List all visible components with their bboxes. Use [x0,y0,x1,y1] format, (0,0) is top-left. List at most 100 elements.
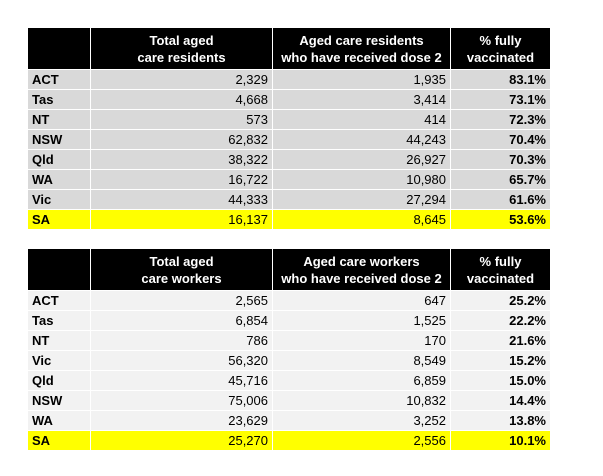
data-row: Tas 4,668 3,414 73.1% [27,89,551,110]
header-line: who have received dose 2 [281,49,442,65]
header-cell: Total aged care workers [90,248,273,291]
data-row: SA 25,270 2,556 10.1% [27,430,551,451]
cell: 3,414 [272,89,451,110]
cell: 10,980 [272,169,451,190]
header-line: who have received dose 2 [281,270,442,286]
cell: 6,859 [272,370,451,391]
cell: 56,320 [90,350,273,371]
header-cell: % fully vaccinated [450,27,551,70]
row-name: NSW [27,129,91,150]
cell: 27,294 [272,189,451,210]
cell: 6,854 [90,310,273,331]
cell: 4,668 [90,89,273,110]
row-name: Vic [27,350,91,371]
cell: 10.1% [450,430,551,451]
header-cell: Total aged care residents [90,27,273,70]
cell: 573 [90,109,273,130]
cell: 414 [272,109,451,130]
cell: 1,525 [272,310,451,331]
cell: 13.8% [450,410,551,431]
cell: 73.1% [450,89,551,110]
data-row: Vic 56,320 8,549 15.2% [27,350,551,371]
cell: 25.2% [450,290,551,311]
header-line: Total aged [149,32,214,48]
cell: 23,629 [90,410,273,431]
cell: 16,722 [90,169,273,190]
header-line: % fully [479,253,522,269]
data-row: Qld 45,716 6,859 15.0% [27,370,551,391]
row-name: SA [27,209,91,230]
row-name: WA [27,410,91,431]
data-row: Vic 44,333 27,294 61.6% [27,189,551,210]
header-line: Aged care residents [299,32,424,48]
cell: 83.1% [450,69,551,90]
cell: 1,935 [272,69,451,90]
data-row: WA 23,629 3,252 13.8% [27,410,551,431]
cell: 15.0% [450,370,551,391]
header-cell [27,27,91,70]
cell: 70.4% [450,129,551,150]
row-name: SA [27,430,91,451]
cell: 8,549 [272,350,451,371]
row-name: Tas [27,310,91,331]
cell: 647 [272,290,451,311]
cell: 72.3% [450,109,551,130]
cell: 8,645 [272,209,451,230]
data-row: WA 16,722 10,980 65.7% [27,169,551,190]
cell: 170 [272,330,451,351]
header-cell: Aged care residents who have received dos… [272,27,451,70]
cell: 16,137 [90,209,273,230]
cell: 2,556 [272,430,451,451]
data-row: Tas 6,854 1,525 22.2% [27,310,551,331]
cell: 786 [90,330,273,351]
row-name: ACT [27,69,91,90]
cell: 2,565 [90,290,273,311]
data-row: ACT 2,565 647 25.2% [27,290,551,311]
data-row: NT 573 414 72.3% [27,109,551,130]
header-line: Aged care workers [303,253,420,269]
cell: 14.4% [450,390,551,411]
cell: 75,006 [90,390,273,411]
header-cell [27,248,91,291]
header-cell: % fully vaccinated [450,248,551,291]
header-cell: Aged care workers who have received dose … [272,248,451,291]
header-line: vaccinated [466,270,535,286]
data-table: Total aged care residents Aged care reside… [27,27,551,230]
cell: 65.7% [450,169,551,190]
cell: 2,329 [90,69,273,90]
row-name: NT [27,109,91,130]
cell: 15.2% [450,350,551,371]
row-name: ACT [27,290,91,311]
data-row: SA 16,137 8,645 53.6% [27,209,551,230]
data-row: NSW 75,006 10,832 14.4% [27,390,551,411]
cell: 44,333 [90,189,273,210]
cell: 21.6% [450,330,551,351]
row-name: NSW [27,390,91,411]
header-line: % fully [479,32,522,48]
row-name: Tas [27,89,91,110]
header-line: Total aged [149,253,214,269]
data-table: Total aged care workers Aged care workers w… [27,248,551,451]
cell: 22.2% [450,310,551,331]
row-name: Qld [27,149,91,170]
header-row: Total aged care residents Aged care reside… [27,27,551,70]
cell: 10,832 [272,390,451,411]
data-row: NSW 62,832 44,243 70.4% [27,129,551,150]
data-row: NT 786 170 21.6% [27,330,551,351]
header-row: Total aged care workers Aged care workers w… [27,248,551,291]
row-name: Qld [27,370,91,391]
cell: 44,243 [272,129,451,150]
cell: 45,716 [90,370,273,391]
cell: 26,927 [272,149,451,170]
header-line: care workers [141,270,222,286]
data-row: ACT 2,329 1,935 83.1% [27,69,551,90]
row-name: NT [27,330,91,351]
header-line: vaccinated [466,49,535,65]
cell: 61.6% [450,189,551,210]
header-line: care residents [137,49,226,65]
data-row: Qld 38,322 26,927 70.3% [27,149,551,170]
row-name: WA [27,169,91,190]
cell: 38,322 [90,149,273,170]
cell: 70.3% [450,149,551,170]
